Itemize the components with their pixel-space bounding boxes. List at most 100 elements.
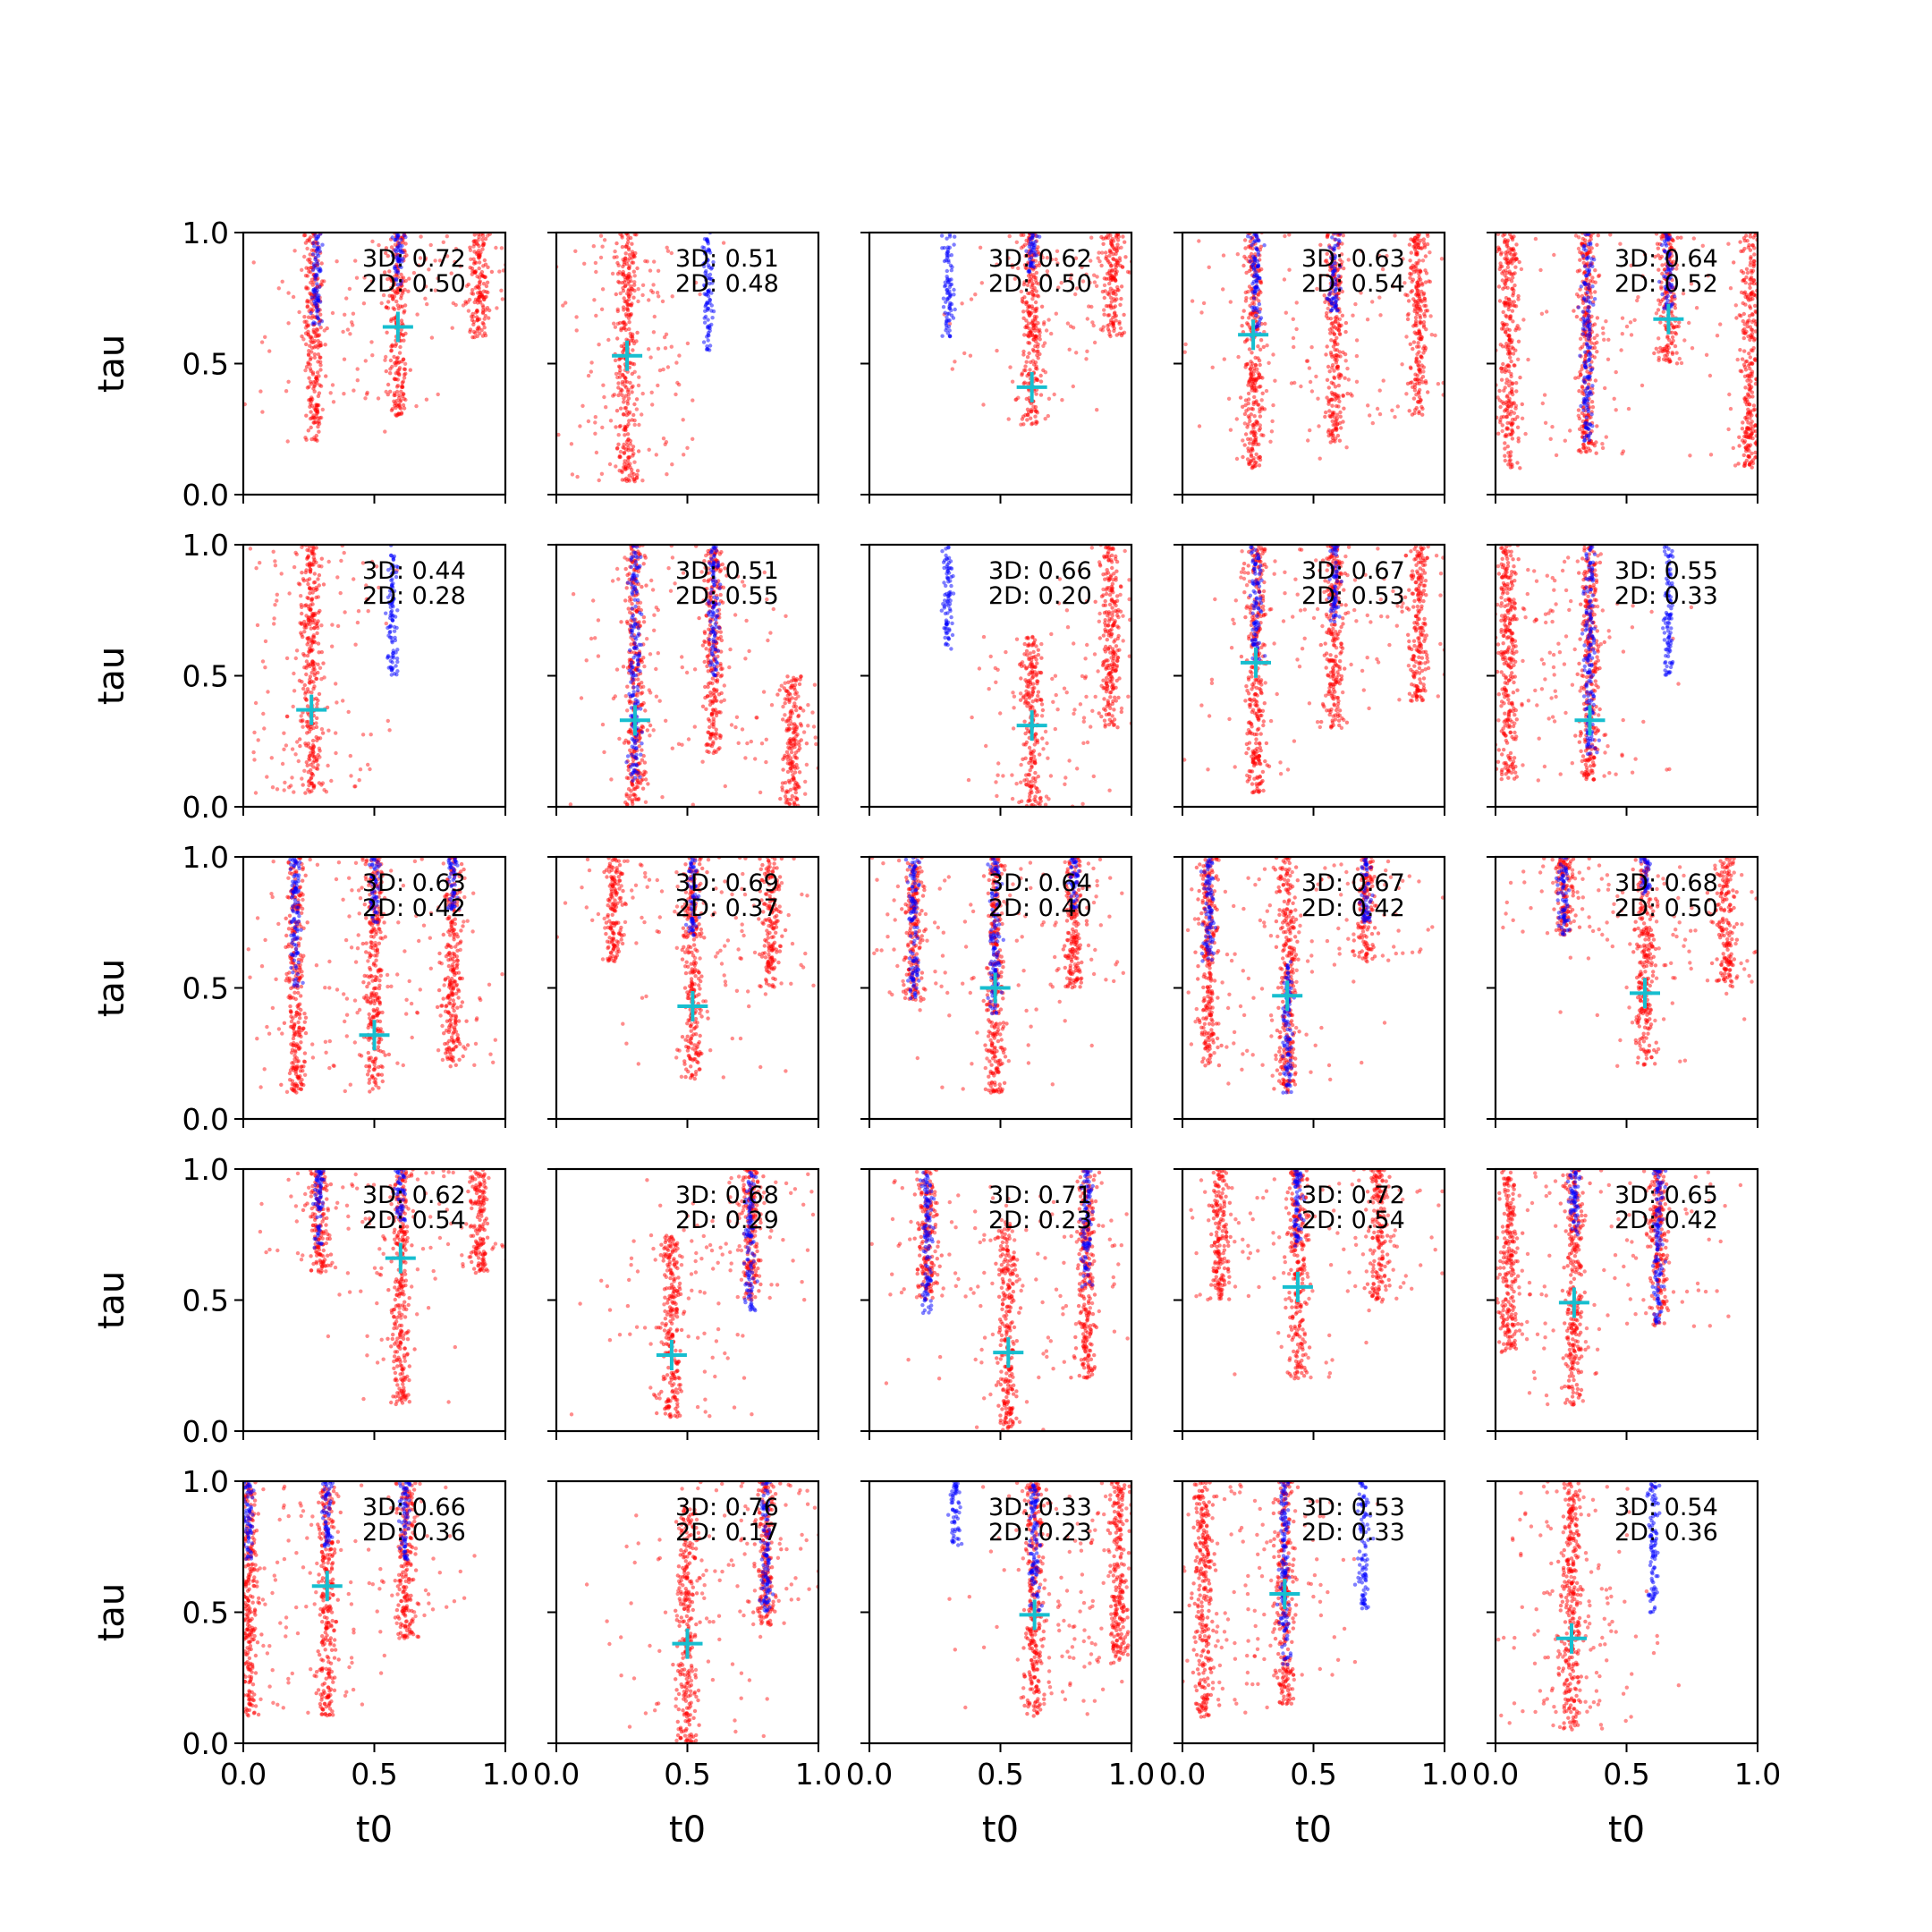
blue-point [1329,308,1334,313]
red-point [1112,247,1117,251]
blue-point [1582,296,1587,301]
red-point [1103,236,1108,241]
red-point [316,625,320,631]
red-point [1744,267,1750,271]
red-point [1594,451,1598,455]
red-point [1107,281,1112,286]
red-point [302,315,307,319]
blue-point [707,248,712,252]
red-point [640,292,645,298]
red-point [285,714,290,719]
red-point [1620,452,1624,456]
red-point [1244,362,1250,367]
y-tick-label: 0.5 [182,347,229,382]
red-point [386,254,390,258]
red-point [625,432,631,436]
red-point [275,598,279,603]
red-point [282,747,286,751]
red-point [1740,427,1745,431]
red-point [1602,337,1606,342]
red-point [1748,263,1752,267]
blue-point [316,267,321,272]
red-point [630,468,634,472]
red-point [586,373,591,378]
red-point [1694,306,1699,310]
red-point [645,259,649,264]
red-point [1750,394,1755,399]
red-point [1504,257,1509,262]
red-point [616,442,621,446]
red-point [402,309,407,313]
blue-point [1585,402,1589,408]
red-point [1732,260,1736,265]
red-point [306,618,310,623]
red-point [1580,344,1585,349]
red-point [1326,364,1331,369]
red-point [318,312,323,317]
red-point [1341,393,1345,398]
blue-point [1334,280,1338,284]
blue-point [706,291,711,295]
red-point [388,367,393,371]
red-point [1334,392,1338,397]
blue-point [1327,292,1332,297]
red-point [1552,252,1556,258]
red-point [629,448,633,453]
red-point [1415,309,1420,314]
red-point [1618,242,1623,246]
red-point [624,274,629,278]
blue-point [315,273,319,277]
red-point [1676,324,1682,329]
blue-point [395,253,400,258]
red-point [311,612,316,616]
blue-point [1662,306,1666,310]
red-point [1019,233,1023,237]
red-point [600,425,605,430]
red-point [674,392,678,397]
red-point [1417,278,1421,283]
red-point [1104,256,1108,261]
red-point [1689,282,1694,286]
red-point [1254,452,1258,457]
red-point [1107,248,1113,253]
red-point [1098,327,1104,332]
red-point [1289,381,1294,386]
red-point [623,379,628,384]
red-point [1595,242,1599,247]
red-point [309,691,314,695]
blue-point [709,291,714,295]
red-point [621,258,625,262]
red-point [626,312,631,318]
red-point [1033,414,1038,419]
red-point [484,290,488,294]
red-point [1338,354,1343,359]
red-point [651,330,657,335]
red-point [315,327,320,333]
blue-point [1665,254,1671,258]
red-point [1027,326,1031,331]
red-point [309,781,314,786]
red-point [1497,267,1503,272]
blue-point [1664,275,1668,279]
red-point [657,368,663,373]
red-point [640,283,646,287]
red-point [307,606,311,611]
red-point [1246,383,1250,387]
red-point [1102,295,1107,301]
red-point [1006,256,1011,260]
red-point [979,281,985,285]
red-point [294,648,300,653]
blue-point [318,245,322,250]
red-point [1030,359,1036,363]
red-point [403,371,408,376]
red-point [1348,392,1353,396]
blue-point [702,292,707,296]
blue-point [709,309,714,313]
red-point [479,250,483,255]
red-point [436,276,440,281]
red-point [1034,335,1038,340]
red-point [1439,257,1445,261]
red-point [1026,412,1030,418]
red-point [1031,323,1036,328]
red-point [275,592,279,597]
